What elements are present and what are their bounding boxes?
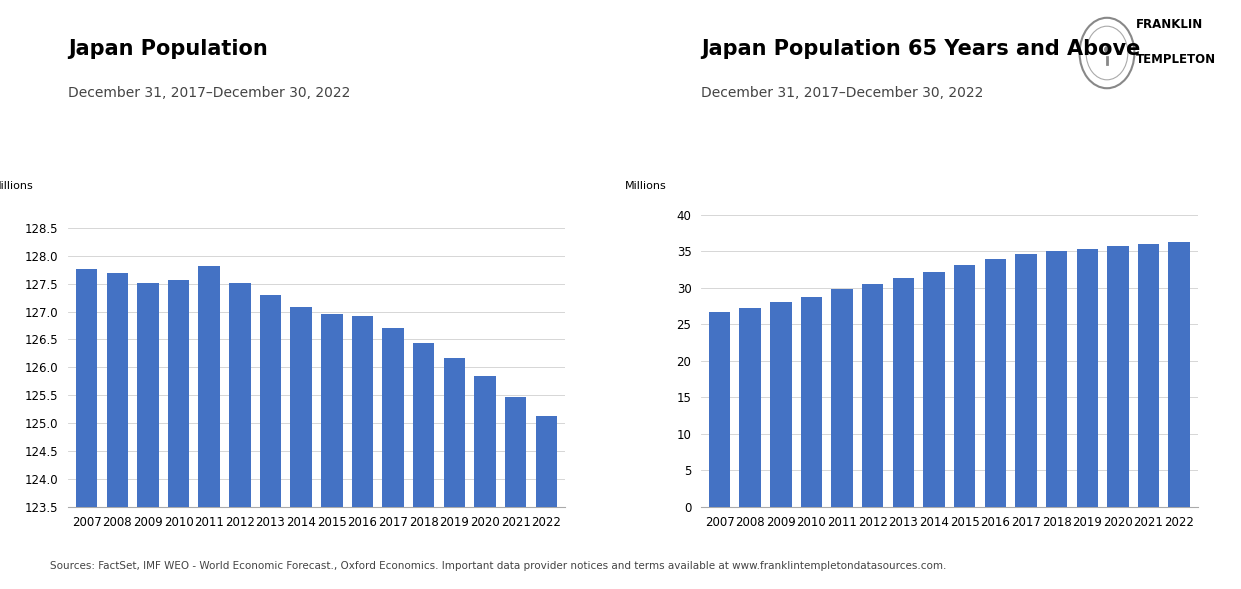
Bar bbox=[892, 278, 915, 507]
Bar bbox=[199, 266, 220, 589]
Text: Japan Population: Japan Population bbox=[68, 39, 268, 59]
Bar bbox=[800, 296, 823, 507]
Bar bbox=[771, 302, 792, 507]
Bar bbox=[107, 273, 128, 589]
Bar bbox=[954, 265, 975, 507]
Bar bbox=[290, 307, 311, 589]
Bar bbox=[413, 343, 434, 589]
Bar bbox=[138, 283, 159, 589]
Bar bbox=[1046, 252, 1067, 507]
Text: Sources: FactSet, IMF WEO - World Economic Forecast., Oxford Economics. Importan: Sources: FactSet, IMF WEO - World Econom… bbox=[50, 561, 946, 571]
Text: December 31, 2017–December 30, 2022: December 31, 2017–December 30, 2022 bbox=[68, 86, 351, 100]
Y-axis label: Millions: Millions bbox=[624, 181, 666, 191]
Text: Japan Population 65 Years and Above: Japan Population 65 Years and Above bbox=[701, 39, 1140, 59]
Bar bbox=[1076, 249, 1098, 507]
Bar bbox=[474, 376, 495, 589]
Bar bbox=[230, 283, 251, 589]
Bar bbox=[1138, 244, 1159, 507]
Bar bbox=[76, 269, 97, 589]
Bar bbox=[443, 358, 465, 589]
Bar bbox=[1169, 242, 1190, 507]
Bar bbox=[505, 397, 526, 589]
Bar bbox=[259, 295, 282, 589]
Bar bbox=[168, 280, 190, 589]
Bar bbox=[740, 308, 761, 507]
Bar bbox=[709, 312, 730, 507]
Bar bbox=[536, 416, 557, 589]
Bar bbox=[831, 289, 853, 507]
Bar bbox=[1015, 254, 1036, 507]
Bar bbox=[321, 314, 343, 589]
Bar bbox=[382, 328, 403, 589]
Bar bbox=[984, 259, 1006, 507]
Bar bbox=[1107, 246, 1128, 507]
Text: FRANKLIN: FRANKLIN bbox=[1136, 18, 1203, 31]
Y-axis label: Millions: Millions bbox=[0, 181, 34, 191]
Bar bbox=[923, 273, 944, 507]
Text: December 31, 2017–December 30, 2022: December 31, 2017–December 30, 2022 bbox=[701, 86, 984, 100]
Text: TEMPLETON: TEMPLETON bbox=[1136, 53, 1216, 66]
Bar bbox=[862, 284, 884, 507]
Bar bbox=[351, 316, 374, 589]
